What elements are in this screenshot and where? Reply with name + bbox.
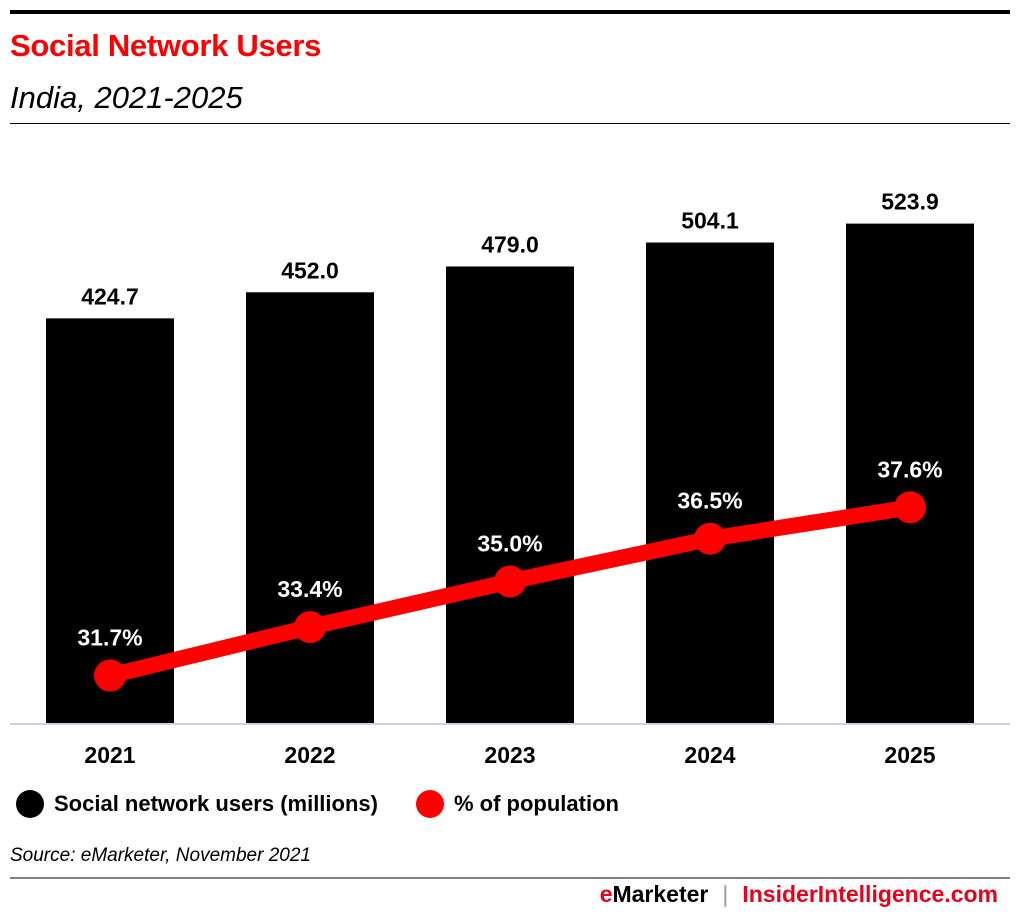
legend-item-population: % of population <box>415 790 619 818</box>
footer-site-link[interactable]: InsiderIntelligence.com <box>742 881 998 907</box>
bar-value-label: 479.0 <box>481 231 539 257</box>
population-marker-2023 <box>494 565 526 598</box>
brand-marketer: Marketer <box>612 881 709 907</box>
footer-divider <box>10 877 1010 879</box>
population-marker-2024 <box>694 522 726 555</box>
bar-2025 <box>846 223 974 724</box>
x-tick-label: 2021 <box>84 742 135 768</box>
bar-value-label: 424.7 <box>81 283 139 309</box>
legend-swatch-population <box>415 790 444 818</box>
legend: Social network users (millions) % of pop… <box>16 790 657 818</box>
population-value-label: 37.6% <box>877 456 942 482</box>
population-value-label: 31.7% <box>77 625 142 651</box>
bar-2021 <box>46 318 174 724</box>
bar-2022 <box>246 292 374 724</box>
bar-value-label: 452.0 <box>281 257 339 283</box>
chart-plot: 424.7 2021 452.0 2022 479.0 2023 504.1 2024 523.… <box>10 189 1010 768</box>
footer-separator: | <box>722 881 729 907</box>
top-rule <box>10 10 1010 14</box>
population-marker-2025 <box>894 491 926 524</box>
x-tick-label: 2022 <box>284 742 335 768</box>
bar-value-label: 504.1 <box>681 208 739 234</box>
legend-item-users: Social network users (millions) <box>16 790 378 818</box>
chart-title: Social Network Users <box>10 28 322 63</box>
population-value-label: 33.4% <box>277 576 342 602</box>
bar-2023 <box>446 266 574 724</box>
population-value-label: 36.5% <box>677 488 742 514</box>
brand-e: e <box>599 881 613 907</box>
population-marker-2022 <box>294 611 326 644</box>
legend-label-users: Social network users (millions) <box>54 791 378 816</box>
legend-swatch-users <box>16 790 44 818</box>
x-tick-label: 2024 <box>684 742 735 768</box>
source-note: Source: eMarketer, November 2021 <box>10 845 311 866</box>
legend-label-population: % of population <box>453 791 619 816</box>
footer-branding: e Marketer | InsiderIntelligence.com <box>600 881 998 908</box>
population-value-label: 35.0% <box>477 530 542 556</box>
x-tick-label: 2025 <box>884 742 935 768</box>
bar-2024 <box>646 242 774 724</box>
x-tick-label: 2023 <box>484 742 535 768</box>
chart-subtitle: India, 2021-2025 <box>10 80 243 115</box>
population-marker-2021 <box>94 659 126 692</box>
header-divider <box>10 123 1010 124</box>
bar-value-label: 523.9 <box>881 189 939 215</box>
